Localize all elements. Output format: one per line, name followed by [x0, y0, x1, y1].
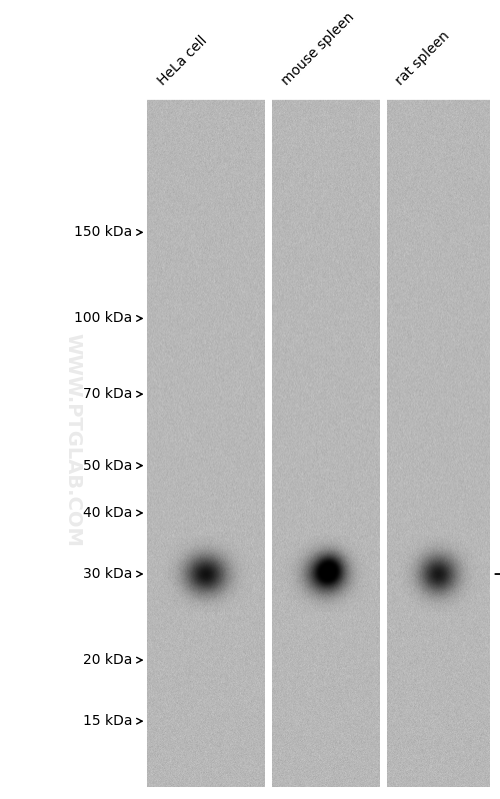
Text: mouse spleen: mouse spleen [278, 10, 357, 88]
Text: 40 kDa: 40 kDa [83, 506, 132, 520]
Text: 50 kDa: 50 kDa [83, 459, 132, 472]
Text: 15 kDa: 15 kDa [83, 714, 132, 728]
Text: 70 kDa: 70 kDa [83, 388, 132, 401]
Text: rat spleen: rat spleen [393, 29, 452, 88]
Text: HeLa cell: HeLa cell [155, 33, 210, 88]
Text: 20 kDa: 20 kDa [83, 653, 132, 667]
Text: WWW.PTGLAB.COM: WWW.PTGLAB.COM [63, 332, 82, 547]
Text: 100 kDa: 100 kDa [74, 312, 132, 325]
Text: 30 kDa: 30 kDa [83, 567, 132, 581]
Text: 150 kDa: 150 kDa [74, 225, 132, 240]
